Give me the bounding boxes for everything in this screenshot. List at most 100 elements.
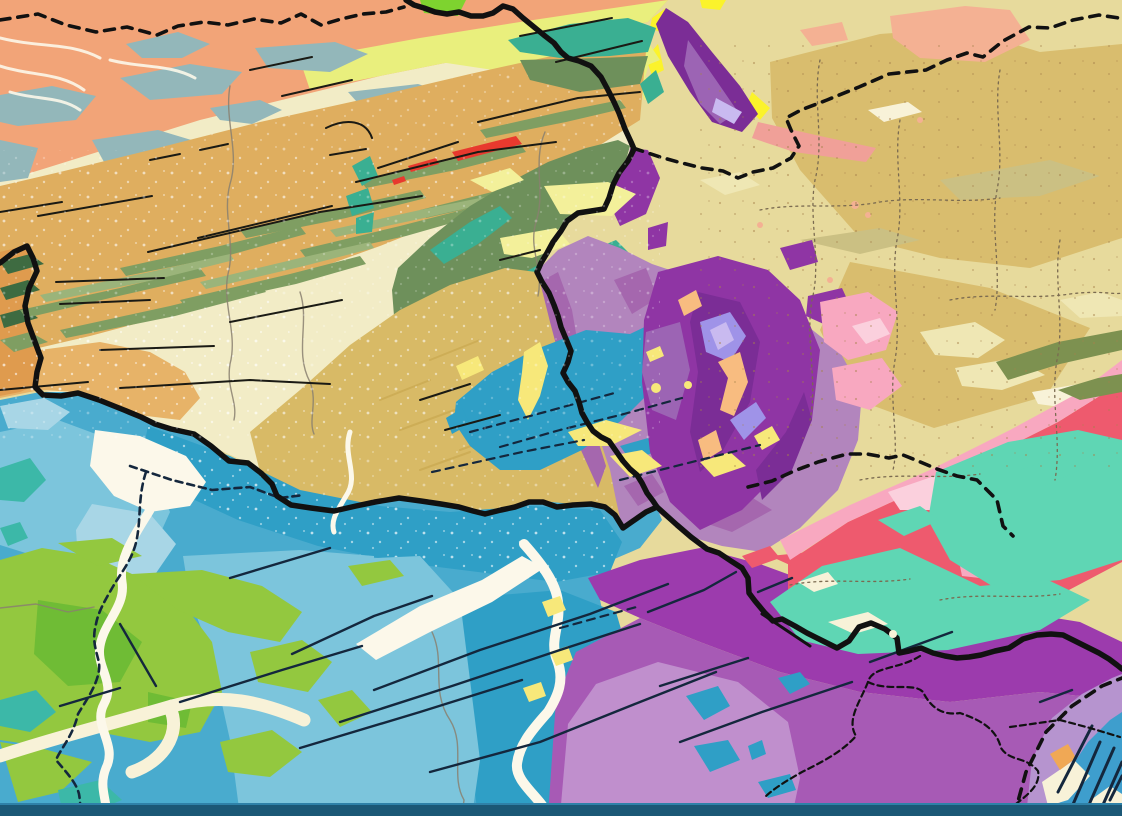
cream-rivers xyxy=(0,692,311,779)
boundary-line xyxy=(859,473,981,481)
river xyxy=(165,692,311,727)
fault-line xyxy=(249,56,313,71)
map-region xyxy=(686,686,730,720)
fault-line xyxy=(618,443,762,482)
hatch-line xyxy=(419,451,471,471)
river xyxy=(0,36,102,60)
fault-line xyxy=(678,680,854,744)
fault-line xyxy=(428,670,718,774)
map-region xyxy=(318,690,372,727)
fault-line xyxy=(325,121,373,139)
fault-line xyxy=(658,656,750,688)
fault-line xyxy=(281,79,353,97)
fault-line xyxy=(868,630,954,664)
map-region xyxy=(508,18,656,58)
map-region xyxy=(220,730,302,777)
river xyxy=(356,556,544,660)
strip-bar xyxy=(0,805,1122,816)
boundary-line xyxy=(746,452,1015,538)
boundary-line xyxy=(1054,239,1061,481)
fault-line xyxy=(1038,688,1074,704)
boundary-line xyxy=(631,13,1121,180)
boundary-line xyxy=(892,119,901,471)
nw-white-rivers xyxy=(0,36,197,112)
river xyxy=(0,64,86,92)
fault-line xyxy=(558,604,642,630)
boundary-line xyxy=(1008,718,1122,739)
fault-line xyxy=(1108,774,1122,802)
fault-line xyxy=(290,594,434,656)
fault-line xyxy=(430,438,586,474)
fault-line xyxy=(646,570,738,614)
boundary-line xyxy=(809,59,821,421)
map-region xyxy=(1042,760,1090,806)
map-region xyxy=(828,612,888,634)
map-region xyxy=(523,682,546,702)
layer-basin-faults xyxy=(58,546,1074,774)
fault-line xyxy=(477,91,641,123)
layer-se-dashed-boundaries xyxy=(762,654,1122,809)
boundary-line xyxy=(762,680,870,800)
river xyxy=(125,701,181,779)
fault-line xyxy=(298,678,524,750)
boundary-line xyxy=(759,197,1001,211)
river xyxy=(8,90,82,112)
boundary-line xyxy=(0,5,406,37)
map-region xyxy=(348,560,404,586)
map-region xyxy=(700,0,726,10)
boundary-line xyxy=(431,631,465,816)
fault-line xyxy=(178,644,364,704)
river xyxy=(94,505,155,816)
nw-speckle-overlay xyxy=(0,150,660,440)
fault-line xyxy=(58,686,122,708)
fault-line xyxy=(199,143,229,151)
fault-line xyxy=(756,576,794,594)
boundary-line xyxy=(939,593,1061,601)
fault-line xyxy=(519,17,613,37)
map-region xyxy=(0,742,92,802)
river xyxy=(511,539,566,816)
fault-line xyxy=(228,546,332,580)
boundary-line xyxy=(1012,676,1122,816)
fault-line xyxy=(118,622,158,688)
layer-teal-top-band xyxy=(508,18,664,104)
river xyxy=(108,58,197,80)
teal-zone-speckle xyxy=(142,426,622,582)
map-region xyxy=(0,522,28,546)
layer-bold-dashed-borders xyxy=(0,5,1122,816)
map-region xyxy=(778,672,810,694)
national-border-southeast xyxy=(654,504,1122,672)
layer-band-cream-bits xyxy=(798,572,888,634)
strip-highlight xyxy=(0,803,1122,805)
map-region xyxy=(34,600,142,686)
ne-speckle-overlay xyxy=(690,40,1122,470)
boundary-line xyxy=(994,69,1001,311)
fault-line xyxy=(338,622,642,724)
river xyxy=(0,699,179,763)
boundary-line xyxy=(0,603,95,613)
map-region xyxy=(480,100,626,138)
map-region xyxy=(748,740,766,760)
map-region xyxy=(1050,744,1076,770)
boundary-line xyxy=(54,470,148,816)
map-region xyxy=(798,572,838,592)
crimson-lens xyxy=(742,546,780,568)
layer-dotted-boundaries xyxy=(759,59,1122,601)
crimson-arm xyxy=(770,544,890,566)
map-region xyxy=(0,690,56,732)
map-region xyxy=(542,596,566,617)
map-region xyxy=(250,640,332,692)
fault-line xyxy=(1056,724,1094,794)
window-edge-strip xyxy=(0,803,1122,816)
map-region xyxy=(650,8,666,32)
se-purple-light-lobe xyxy=(560,662,800,816)
layer-river-yellow-bits xyxy=(523,596,573,702)
boundary-line xyxy=(789,578,911,586)
map-region xyxy=(640,70,664,104)
boundary-line xyxy=(949,291,1122,301)
map-region xyxy=(694,740,740,772)
map-region xyxy=(126,32,210,58)
layer-white-rivers xyxy=(90,429,566,816)
map-region xyxy=(120,64,242,100)
